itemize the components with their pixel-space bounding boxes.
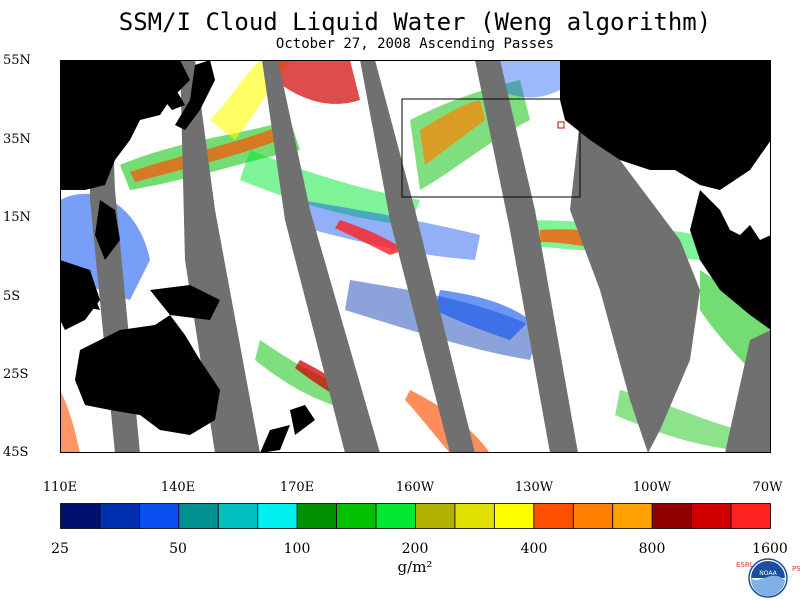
lon-label-170e: 170E [279, 480, 315, 495]
colorbar-label-50: 50 [169, 541, 187, 557]
colorbar-swatch [60, 503, 101, 529]
colorbar-label-200: 200 [401, 541, 429, 557]
land-korea [160, 88, 185, 110]
swath-gap [475, 60, 578, 453]
colorbar-swatch [493, 503, 535, 529]
colorbar-label-800: 800 [638, 541, 666, 557]
swath-gap [360, 60, 475, 453]
swath-gap [180, 60, 260, 453]
land-central-south-america [690, 190, 771, 330]
colorbar-label-100: 100 [283, 541, 311, 557]
colorbar-swatch [257, 503, 298, 529]
cloud-patch [345, 280, 540, 360]
lon-label-160w: 160W [395, 480, 435, 495]
colorbar-swatch [178, 503, 219, 529]
lon-label-100w: 100W [632, 480, 672, 495]
land-masses [60, 60, 771, 453]
land-australia [75, 315, 220, 435]
colorbar-label-1600: 1600 [752, 541, 788, 557]
map-title: SSM/I Cloud Liquid Water (Weng algorithm… [118, 8, 712, 36]
lat-label-55n: 55N [3, 53, 31, 68]
noaa-logo: ESRL PSD NOAA [736, 557, 800, 600]
logo-right-text: PSD [792, 565, 800, 573]
lat-label-5s: 5S [3, 289, 21, 304]
lat-label-15n: 15N [3, 210, 31, 225]
colorbar-swatch [217, 503, 259, 529]
cloud-band [420, 100, 485, 165]
colorbar-swatch [651, 503, 693, 529]
colorbar-swatch [138, 503, 180, 529]
logo-left-text: ESRL [736, 561, 754, 569]
no-data-swath-gaps [90, 60, 771, 453]
swath-gap [262, 60, 380, 453]
colorbar-swatch [336, 503, 377, 529]
noaa-emblem-icon: NOAA [748, 558, 788, 598]
land-new-zealand-north [290, 405, 315, 435]
land-north-america [560, 60, 771, 190]
land-asia [60, 60, 190, 190]
lon-label-130w: 130W [514, 480, 554, 495]
colorbar-swatch [730, 503, 771, 529]
colorbar-label-25: 25 [51, 541, 69, 557]
colorbar [60, 503, 771, 529]
cloud-patch [435, 290, 530, 340]
land-new-guinea [150, 285, 220, 320]
land-japan [175, 60, 215, 130]
swath-gap [570, 120, 700, 453]
swath-gap [725, 330, 771, 453]
map-frame [60, 60, 771, 453]
map-subtitle: October 27, 2008 Ascending Passes [275, 36, 555, 52]
lon-label-70w: 70W [752, 480, 783, 495]
colorbar-unit: g/m² [397, 558, 433, 576]
lon-label-110e: 110E [42, 480, 78, 495]
cloud-band [60, 390, 80, 453]
lat-label-25s: 25S [3, 367, 29, 382]
lon-label-140e: 140E [160, 480, 196, 495]
cloud-band [270, 60, 360, 104]
colorbar-swatch [572, 503, 614, 529]
colorbar-swatch [99, 503, 140, 529]
land-philippines [95, 200, 120, 260]
colorbar-swatch [454, 503, 495, 529]
logo-center-text: NOAA [759, 570, 777, 577]
colorbar-swatch [375, 503, 416, 529]
colorbar-label-400: 400 [520, 541, 548, 557]
colorbar-swatch [296, 503, 338, 529]
cloud-band [335, 220, 405, 255]
land-java [70, 290, 100, 310]
region-box [401, 98, 581, 198]
colorbar-swatch [415, 503, 456, 529]
colorbar-swatch [691, 503, 732, 529]
cloud-patch [295, 200, 480, 260]
lat-label-35n: 35N [3, 132, 31, 147]
cloud-water-map [60, 60, 771, 453]
colorbar-swatch [533, 503, 574, 529]
lat-label-45s: 45S [3, 445, 29, 460]
land-new-zealand-south [260, 425, 290, 453]
colorbar-swatch [612, 503, 653, 529]
location-marker [557, 121, 565, 129]
